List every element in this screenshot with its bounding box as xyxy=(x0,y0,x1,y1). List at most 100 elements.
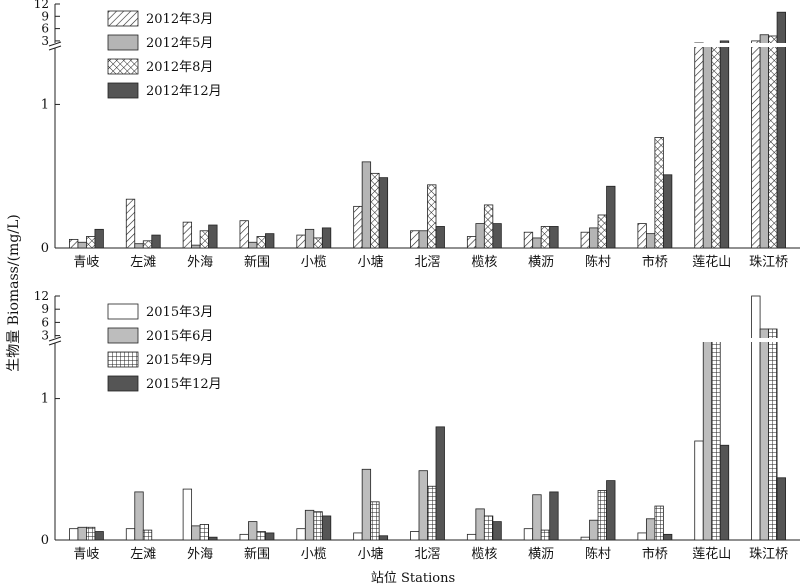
bar xyxy=(77,526,87,541)
bar xyxy=(427,485,437,541)
x-tick-label: 小榄 xyxy=(301,546,327,562)
bar xyxy=(370,501,380,541)
x-tick-label: 莲花山 xyxy=(692,254,731,270)
bar xyxy=(580,536,590,541)
bar xyxy=(361,468,372,541)
bar xyxy=(248,521,258,541)
bar xyxy=(606,480,616,541)
bar-break xyxy=(693,43,730,47)
bar xyxy=(410,531,420,541)
bar xyxy=(549,491,559,541)
bar xyxy=(191,244,201,249)
legend-swatch xyxy=(107,303,139,320)
x-tick-label: 横沥 xyxy=(528,255,554,270)
x-tick-label: 榄核 xyxy=(471,546,497,562)
bar xyxy=(540,226,551,249)
x-tick-label: 小榄 xyxy=(301,254,327,270)
bar xyxy=(353,205,363,249)
y-tick-label: 9 xyxy=(41,9,49,23)
bar xyxy=(711,339,721,541)
bar xyxy=(208,224,218,249)
y-tick-label: 0 xyxy=(41,241,49,256)
bar xyxy=(523,231,534,249)
bar xyxy=(662,174,673,249)
bar xyxy=(94,228,104,249)
bar xyxy=(427,184,437,249)
bar xyxy=(475,223,485,249)
x-tick-label: 左滩 xyxy=(130,547,156,562)
bar xyxy=(361,161,372,249)
bar xyxy=(321,227,332,249)
bar xyxy=(304,228,315,249)
bar xyxy=(597,490,607,541)
bar xyxy=(435,226,445,249)
bar xyxy=(719,444,730,541)
bar xyxy=(694,42,704,249)
axis-break-mark xyxy=(47,336,63,346)
bar xyxy=(125,528,136,541)
bar xyxy=(353,532,363,541)
bar xyxy=(410,230,420,249)
legend-label: 2012年5月 xyxy=(146,36,213,51)
bar xyxy=(256,531,266,541)
bar xyxy=(523,528,534,541)
y-tick-label: 1 xyxy=(41,392,49,407)
legend-swatch xyxy=(107,375,139,392)
y-axis-label: 生物量 Biomass/(mg/L) xyxy=(6,214,22,372)
x-tick-label: 北滘 xyxy=(414,547,440,562)
bar xyxy=(142,529,153,541)
bar xyxy=(694,440,704,541)
legend: 2015年3月 2015年6月 2015年9月 2015年12月 xyxy=(107,303,222,392)
y-tick-label: 1 xyxy=(41,97,49,112)
x-tick-label: 陈村 xyxy=(585,546,611,562)
x-tick-label: 北滘 xyxy=(414,255,440,270)
legend-swatch xyxy=(107,34,139,51)
bar xyxy=(702,339,713,541)
bar xyxy=(304,509,315,541)
x-tick-label: 外海 xyxy=(187,547,213,562)
bar xyxy=(483,204,494,249)
bar xyxy=(199,524,210,541)
bar xyxy=(606,185,616,249)
bar xyxy=(208,536,218,541)
y-tick-label: 6 xyxy=(41,315,49,329)
bar xyxy=(532,494,542,541)
y-tick-label: 12 xyxy=(34,289,49,303)
legend-label: 2012年3月 xyxy=(146,12,213,27)
bar xyxy=(86,236,96,249)
bar xyxy=(662,533,673,541)
bar xyxy=(492,223,502,249)
bar xyxy=(69,238,79,249)
x-tick-label: 青岐 xyxy=(73,547,99,562)
y-tick-label: 3 xyxy=(41,329,49,343)
y-tick-label: 0 xyxy=(41,533,49,548)
bar xyxy=(182,221,193,249)
x-tick-label: 小塘 xyxy=(358,546,384,562)
x-tick-label: 市桥 xyxy=(642,546,668,562)
bar xyxy=(645,233,656,249)
bar xyxy=(313,511,323,541)
x-tick-label: 新围 xyxy=(244,546,270,562)
bar xyxy=(296,528,306,541)
x-tick-label: 陈村 xyxy=(585,254,611,270)
bar xyxy=(759,328,769,541)
bar xyxy=(776,477,786,541)
bar xyxy=(645,518,656,541)
bar xyxy=(589,519,599,541)
legend-label: 2012年12月 xyxy=(146,84,222,99)
x-tick-label: 小塘 xyxy=(358,254,384,270)
bar xyxy=(199,230,210,249)
bar xyxy=(654,505,664,541)
y-tick-label: 6 xyxy=(41,22,49,36)
legend-label: 2015年9月 xyxy=(146,353,213,368)
bar xyxy=(182,488,193,541)
bar xyxy=(532,237,542,249)
y-tick-label: 9 xyxy=(41,302,49,316)
bar xyxy=(751,295,761,541)
bar xyxy=(378,177,389,249)
bar xyxy=(94,531,104,541)
bar xyxy=(768,35,778,249)
bar xyxy=(418,230,428,249)
